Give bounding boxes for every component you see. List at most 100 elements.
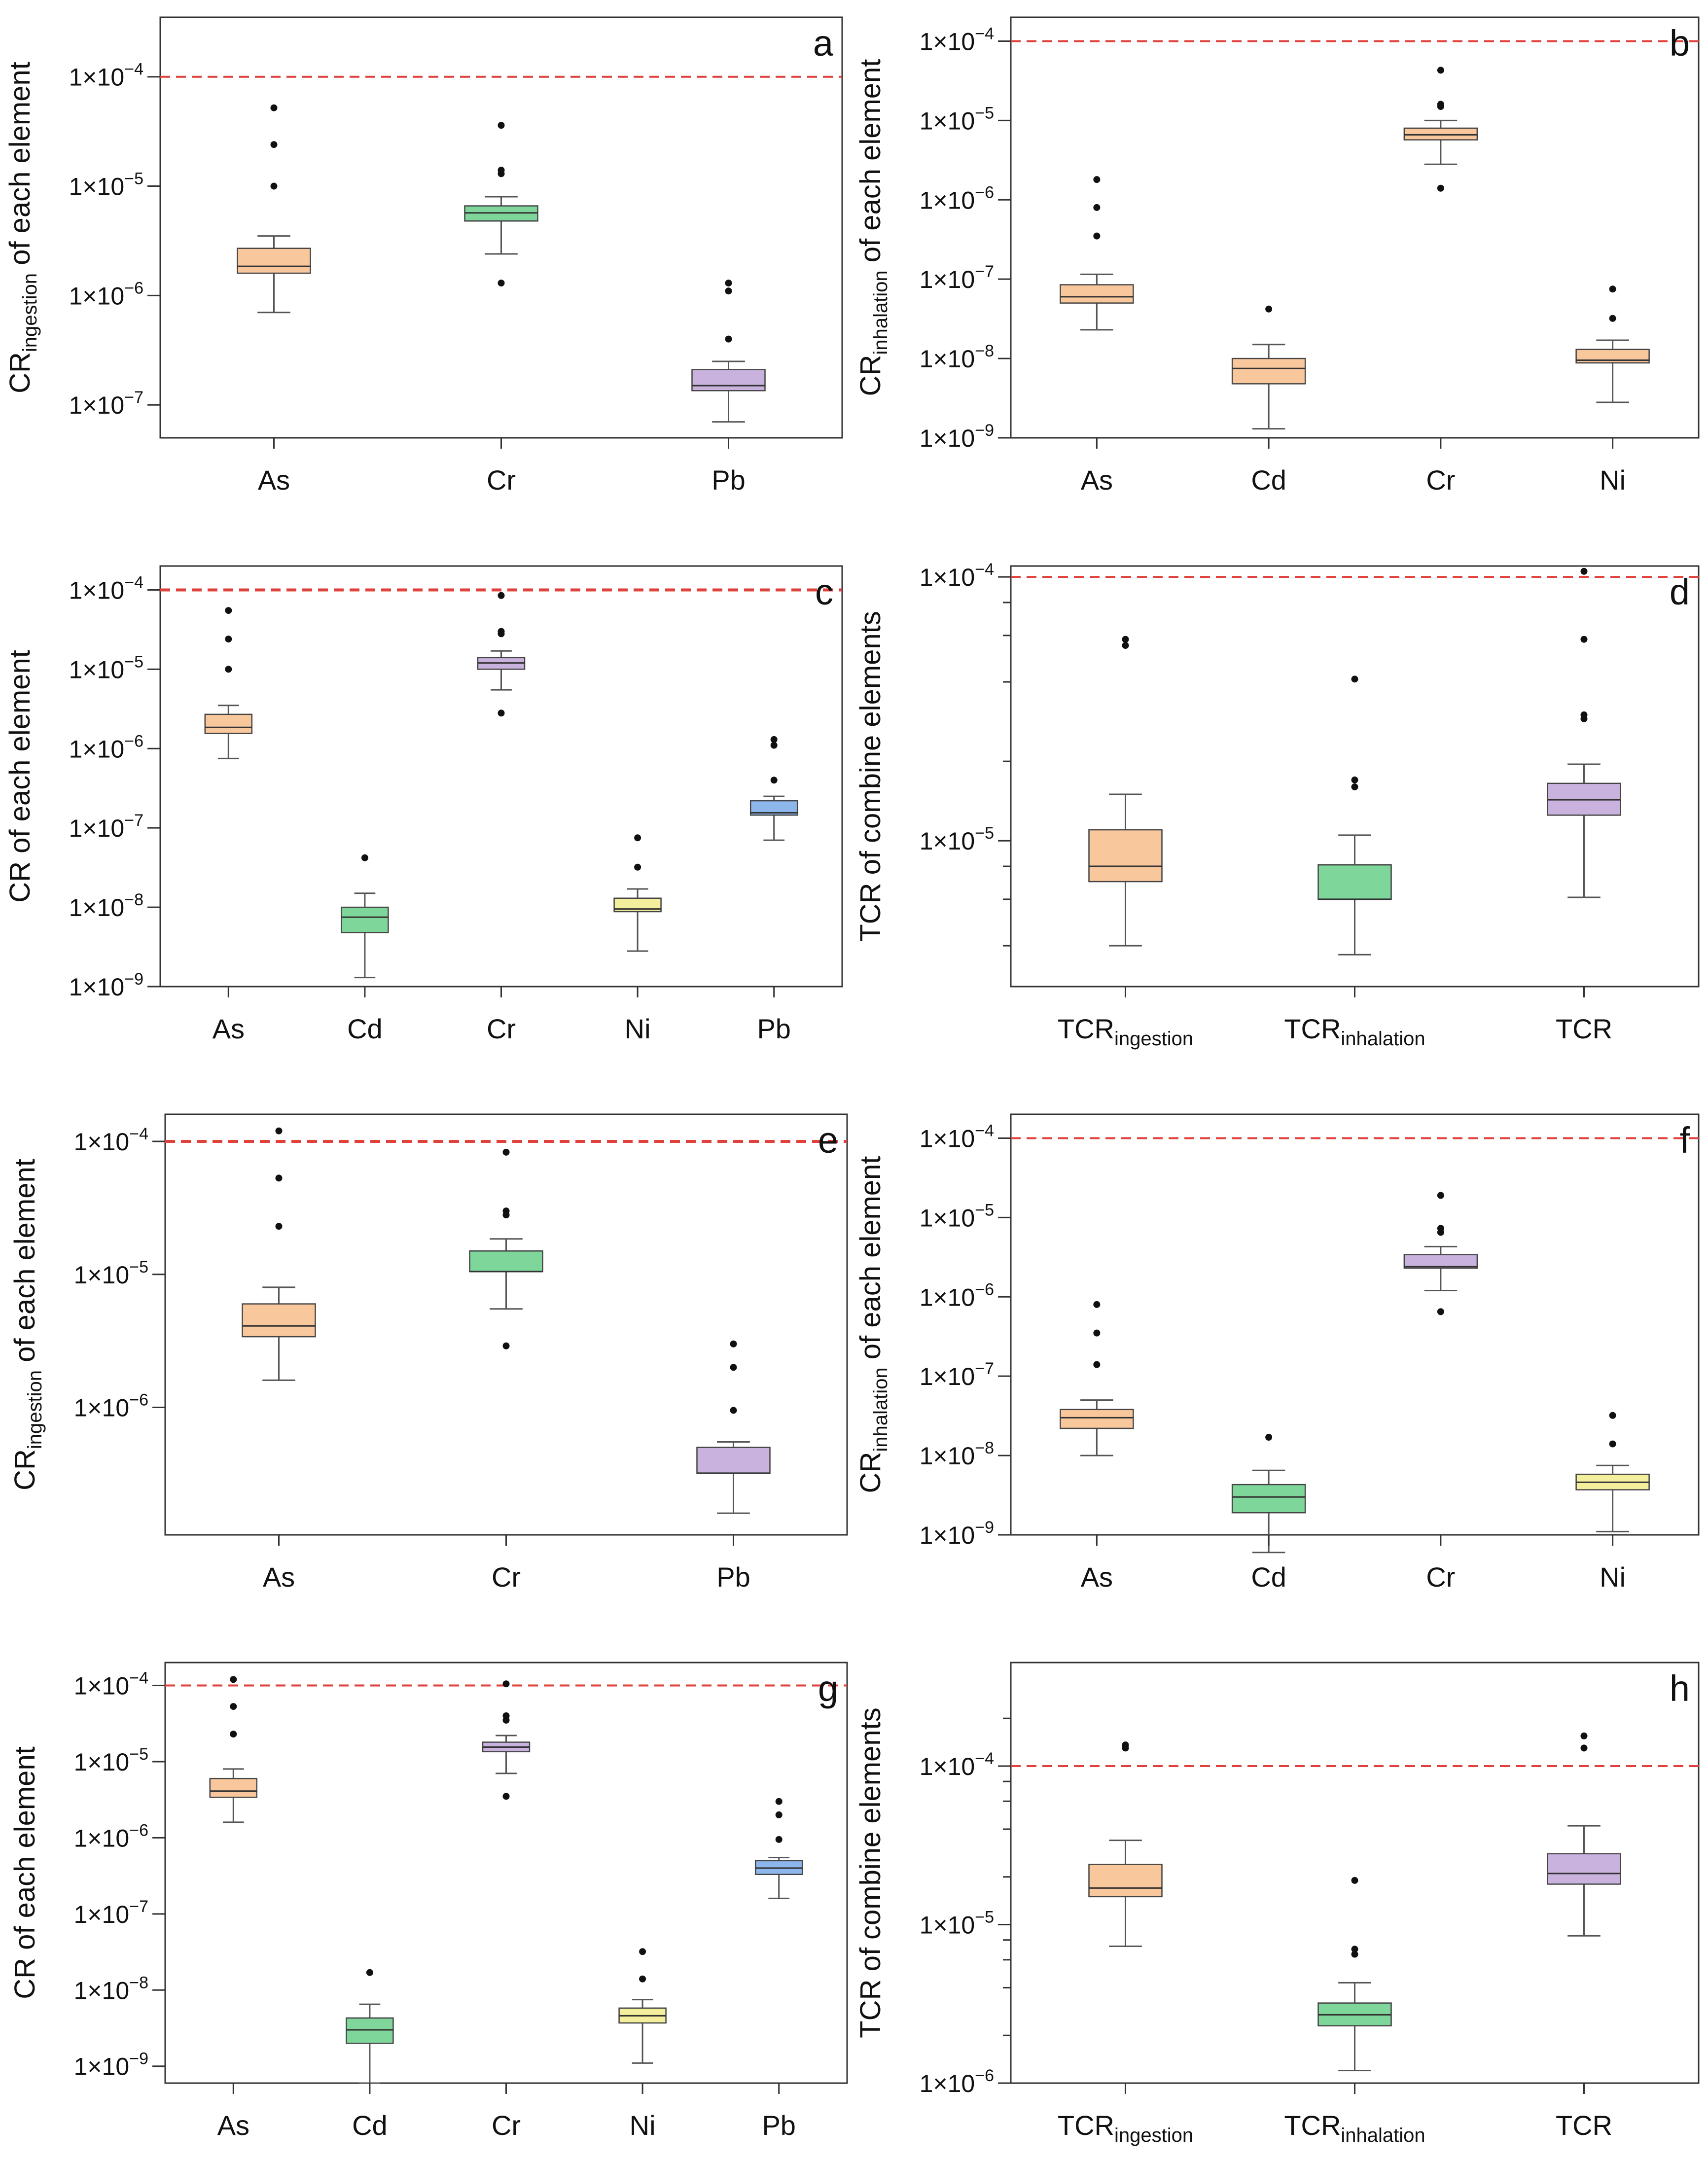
outlier-point [639, 1948, 646, 1955]
y-tick-label: 1×10−9 [69, 970, 143, 1001]
box-cr: Cr [477, 592, 526, 1044]
x-tick-label: TCRingestion [1058, 1013, 1193, 1050]
y-axis-label: CRinhalation of each element [854, 59, 891, 396]
iqr-box [1231, 357, 1306, 385]
y-tick-exponent: −4 [124, 60, 143, 79]
box-tcr-ingestion: TCRingestion [1058, 1741, 1193, 2146]
iqr-box [237, 248, 311, 274]
x-tick-label-main: TCR [1556, 2110, 1612, 2141]
y-tick-exponent: −6 [129, 1821, 148, 1840]
x-tick-label-main: TCR [1058, 2110, 1114, 2141]
y-tick-label: 1×10−4 [69, 573, 143, 604]
y-tick-base: 1×10 [74, 1394, 130, 1421]
iqr-box [346, 2017, 394, 2044]
y-tick-base: 1×10 [920, 28, 975, 55]
outlier-point [502, 1148, 510, 1156]
y-tick-base: 1×10 [920, 1522, 975, 1549]
x-tick-label: As [258, 464, 290, 496]
outlier-point [502, 1680, 510, 1688]
outlier-point [770, 736, 778, 743]
y-tick-label: 1×10−9 [920, 1518, 994, 1549]
outlier-point [1265, 305, 1273, 313]
y-tick-base: 1×10 [69, 815, 125, 842]
y-tick-base: 1×10 [920, 564, 975, 591]
y-tick-label: 1×10−4 [69, 60, 143, 91]
x-tick-label: Cd [1251, 1561, 1286, 1593]
x-tick-label: Ni [1600, 1561, 1626, 1593]
outlier-point [775, 1836, 783, 1843]
outlier-point [770, 777, 778, 784]
panel-letter: e [818, 1120, 838, 1161]
plot-frame [1010, 1113, 1700, 1536]
panel-b: 1×10−91×10−81×10−71×10−61×10−51×10−4CRin… [854, 16, 1700, 496]
y-tick-label: 1×10−7 [69, 388, 143, 419]
y-tick-exponent: −5 [129, 1258, 148, 1276]
y-tick-label: 1×10−4 [920, 24, 994, 55]
y-tick-exponent: −4 [124, 573, 143, 592]
box-pb: Pb [691, 280, 766, 496]
outlier-point [270, 141, 278, 148]
x-tick-label-main: Ni [625, 1013, 651, 1044]
y-tick-exponent: −8 [975, 1439, 994, 1457]
y-tick-label: 1×10−5 [69, 170, 143, 201]
y-tick-exponent: −7 [124, 811, 143, 830]
y-tick-label: 1×10−4 [74, 1125, 148, 1156]
outlier-point [1609, 285, 1616, 293]
outlier-point [775, 1811, 783, 1818]
outlier-point [498, 709, 505, 717]
outlier-point [725, 280, 732, 287]
y-tick-label: 1×10−9 [920, 421, 994, 452]
x-tick-label-main: As [1081, 464, 1113, 496]
outlier-point [1580, 1732, 1588, 1739]
y-tick-base: 1×10 [74, 1128, 130, 1156]
x-tick-label: Pb [762, 2110, 796, 2141]
y-tick-label: 1×10−7 [74, 1897, 148, 1928]
y-tick-label: 1×10−5 [920, 1908, 994, 1939]
y-axis-label-rest: of each element [854, 1156, 887, 1368]
y-tick-label: 1×10−4 [920, 1121, 994, 1152]
outlier-point [225, 607, 232, 614]
y-axis-label: CRingestion of each element [9, 1159, 46, 1490]
outlier-point [1437, 101, 1444, 108]
y-axis-label-rest: of each element [9, 1746, 41, 1958]
outlier-point [1093, 1301, 1101, 1308]
x-tick-label: Cr [487, 464, 516, 496]
outlier-point [1580, 567, 1588, 575]
y-tick-label: 1×10−4 [74, 1668, 148, 1700]
y-tick-label: 1×10−7 [920, 262, 994, 293]
y-tick-label: 1×10−6 [69, 279, 143, 310]
outlier-point [502, 1712, 510, 1719]
iqr-box [1403, 1254, 1478, 1269]
y-axis-label: CR of each element [4, 650, 36, 903]
y-tick-exponent: −8 [975, 342, 994, 360]
y-tick-base: 1×10 [920, 345, 975, 373]
box-cr: Cr [464, 122, 538, 496]
x-tick-label: Pb [716, 1561, 750, 1593]
x-tick-label: TCRingestion [1058, 2110, 1193, 2146]
x-tick-label-sub: ingestion [1114, 2125, 1193, 2146]
y-tick-exponent: −4 [975, 1749, 994, 1768]
y-tick-label: 1×10−4 [920, 560, 994, 591]
box-pb: Pb [749, 736, 798, 1044]
iqr-box [1060, 284, 1134, 304]
outlier-point [275, 1174, 283, 1182]
panel-letter: a [813, 23, 834, 64]
outlier-point [225, 636, 232, 643]
outlier-point [498, 122, 505, 129]
outlier-point [1122, 636, 1129, 643]
y-tick-base: 1×10 [69, 282, 125, 310]
x-tick-label-main: Ni [630, 2110, 656, 2141]
y-tick-exponent: −5 [129, 1745, 148, 1764]
x-tick-label-sub: inhalation [1341, 1028, 1425, 1050]
x-tick-label: Cr [487, 1013, 516, 1044]
outlier-point [1351, 675, 1358, 683]
iqr-box [242, 1303, 316, 1338]
y-axis-label-main: CR [4, 352, 36, 393]
y-tick-base: 1×10 [920, 1283, 975, 1311]
iqr-box [1317, 864, 1392, 900]
y-tick-base: 1×10 [69, 173, 125, 201]
box-as: As [1060, 176, 1134, 496]
x-tick-label-main: Cr [492, 1561, 521, 1593]
outlier-point [275, 1127, 283, 1134]
